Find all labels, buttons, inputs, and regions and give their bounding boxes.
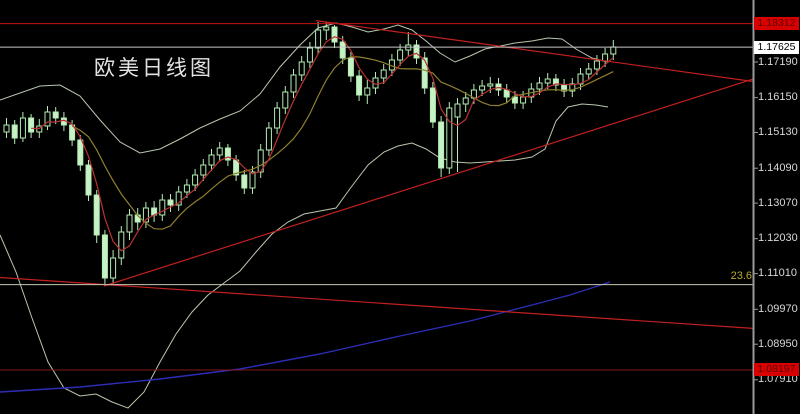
- ma-yellow-line: [71, 56, 614, 230]
- upper-alert-price-badge: 1.18312: [754, 17, 799, 31]
- axis-tick-label: 1.15130: [758, 126, 798, 139]
- axis-tick-label: 1.17190: [758, 55, 798, 68]
- candles: [3, 22, 617, 286]
- level-lines: [0, 23, 753, 371]
- axis-tick-label: 1.09970: [758, 302, 798, 315]
- axis-tick-label: 1.13070: [758, 196, 798, 209]
- ma-blue-line: [0, 281, 611, 393]
- fib-236-label: 23.6: [730, 269, 752, 282]
- axis-tick-label: 1.14090: [758, 161, 798, 174]
- axis-tick-label: 1.12030: [758, 232, 798, 245]
- ma-red-line: [31, 36, 614, 252]
- axis-tick-label: 1.11010: [758, 267, 797, 280]
- descending-line-from-low: [0, 276, 754, 329]
- current-price-badge: 1.17625: [754, 40, 799, 54]
- axis-tick-label: 1.16150: [758, 91, 798, 104]
- ascending-support-trendline: [103, 78, 754, 287]
- chart-title: 欧美日线图: [94, 57, 214, 80]
- descending-resistance-trendline: [315, 20, 754, 83]
- lower-alert-price-badge: 1.08197: [754, 363, 799, 377]
- bollinger-bands: [0, 22, 609, 409]
- axis-tick-label: 1.08950: [758, 337, 798, 350]
- axis-tick-label: 1.07910: [758, 373, 798, 386]
- trendlines: [0, 20, 754, 329]
